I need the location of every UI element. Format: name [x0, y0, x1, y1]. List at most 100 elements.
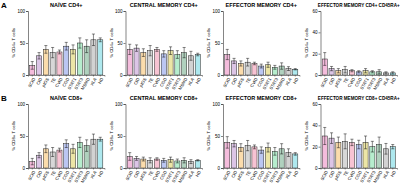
x-tick-label: pIGS — [236, 170, 245, 181]
error-bar — [183, 158, 186, 163]
error-bar-cap — [330, 143, 333, 144]
y-tick: 40 — [312, 30, 320, 35]
x-axis-line — [29, 169, 106, 170]
error-bar-stem — [227, 137, 228, 149]
error-bar — [267, 143, 270, 152]
error-bar-cap — [135, 51, 138, 52]
error-bar-cap — [149, 45, 152, 46]
error-bar-cap — [162, 57, 165, 58]
y-axis-line — [26, 105, 29, 169]
error-bar-cap — [92, 134, 95, 135]
x-tick-mark — [261, 75, 262, 77]
x-tick: XLA — [187, 168, 195, 179]
x-tick-mark — [79, 168, 80, 170]
x-tick-mark — [73, 168, 74, 170]
y-tick-label: 0 — [217, 166, 220, 171]
bar — [168, 51, 173, 75]
error-bar-stem — [385, 143, 386, 154]
error-bar-cap — [99, 37, 102, 38]
error-bar-stem — [79, 38, 80, 48]
y-axis-title: % CD8+ T cells — [206, 121, 211, 151]
error-bar-cap — [85, 151, 88, 152]
x-tick-mark — [100, 75, 101, 77]
x-tick-mark — [345, 75, 346, 77]
error-bar-stem — [288, 67, 289, 71]
error-bar-cap — [384, 143, 387, 144]
error-bar-cap — [99, 141, 102, 142]
x-tick-mark — [32, 168, 33, 170]
error-bar — [92, 34, 95, 46]
error-bar-cap — [196, 53, 199, 54]
x-axis-line — [126, 76, 203, 77]
error-bar-cap — [31, 158, 34, 159]
y-axis-line — [124, 105, 127, 169]
error-bar-cap — [58, 152, 61, 153]
x-tick-mark — [93, 168, 94, 170]
error-bar-stem — [32, 62, 33, 70]
error-bar-stem — [379, 70, 380, 74]
y-tick-mark — [124, 43, 126, 44]
error-bar-cap — [273, 69, 276, 70]
error-bar-cap — [357, 148, 360, 149]
error-bar-stem — [66, 42, 67, 50]
error-bar-cap — [85, 139, 88, 140]
x-tick: XLA — [187, 75, 195, 86]
error-bar — [371, 141, 374, 152]
plot-area — [322, 127, 395, 168]
y-tick-mark — [221, 11, 223, 12]
y-tick-label: 50 — [117, 41, 123, 46]
error-bar-cap — [44, 53, 47, 54]
y-tick-mark — [319, 168, 321, 169]
x-tick: pIGS — [41, 75, 50, 88]
error-bar-cap — [65, 139, 68, 140]
x-tick-mark — [372, 168, 373, 170]
x-tick-mark — [240, 75, 241, 77]
x-tick-label: pIGS — [41, 170, 50, 181]
y-axis-line — [124, 12, 127, 76]
x-tick-mark — [129, 75, 130, 77]
error-bar-cap — [330, 66, 333, 67]
panel-title: NAÏVE CD8+ — [50, 95, 83, 101]
error-bar — [323, 53, 326, 66]
error-bar-stem — [93, 134, 94, 144]
error-bar-cap — [226, 59, 229, 60]
y-tick: 100 — [17, 102, 28, 107]
x-tick: HD — [194, 168, 201, 178]
error-bar-cap — [267, 67, 270, 68]
x-tick-mark — [379, 75, 380, 77]
error-bar-stem — [177, 51, 178, 59]
error-bar-stem — [150, 158, 151, 163]
error-bar-cap — [350, 139, 353, 140]
x-tick-mark — [163, 168, 164, 170]
x-axis-line — [224, 76, 301, 77]
error-bar — [260, 147, 263, 153]
x-tick-mark — [365, 168, 366, 170]
bar — [195, 55, 200, 75]
error-bar-cap — [280, 153, 283, 154]
y-tick-mark — [319, 147, 321, 148]
x-tick-mark — [379, 168, 380, 170]
error-bar-cap — [233, 63, 236, 64]
plot-area — [30, 34, 103, 75]
error-bar-cap — [260, 67, 263, 68]
x-tick-mark — [59, 75, 60, 77]
error-bar-stem — [32, 158, 33, 164]
y-tick-mark — [26, 75, 28, 76]
y-tick: 50 — [117, 41, 125, 46]
y-tick-mark — [319, 75, 321, 76]
x-tick-label: pIGS — [236, 77, 245, 88]
y-tick: 0 — [315, 73, 321, 78]
error-bar — [65, 140, 68, 148]
error-bar-cap — [51, 47, 54, 48]
error-bar — [99, 38, 102, 42]
error-bar — [391, 145, 394, 149]
x-axis: SCIDCIDpIGSTECVIDCGDSTAT1STAT3MSMDXLAHD — [27, 168, 105, 184]
x-tick-label: pIGS — [41, 77, 50, 88]
error-bar-cap — [176, 159, 179, 160]
error-bar-stem — [177, 159, 178, 163]
error-bar-stem — [240, 61, 241, 66]
error-bar-stem — [45, 145, 46, 153]
error-bar — [78, 137, 81, 147]
error-bar-cap — [51, 156, 54, 157]
error-bar-cap — [169, 162, 172, 163]
